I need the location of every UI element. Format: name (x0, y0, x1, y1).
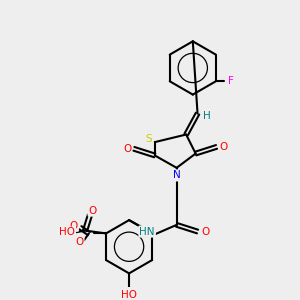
Text: H: H (203, 112, 211, 122)
Text: O: O (70, 221, 78, 231)
Text: HN: HN (140, 226, 155, 236)
Text: O: O (219, 142, 227, 152)
Text: H: H (75, 240, 80, 249)
Text: O: O (75, 237, 83, 247)
Text: O: O (88, 206, 97, 216)
Text: O: O (123, 144, 131, 154)
Text: S: S (146, 134, 152, 144)
Text: F: F (228, 76, 234, 86)
Text: HO: HO (121, 290, 137, 300)
Text: O: O (201, 226, 209, 236)
Text: N: N (173, 170, 181, 180)
Text: HO: HO (59, 227, 75, 238)
